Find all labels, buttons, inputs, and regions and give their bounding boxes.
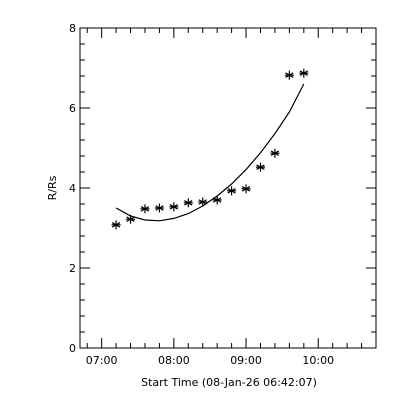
data-point	[270, 148, 280, 158]
x-tick-label: 09:00	[230, 354, 262, 367]
x-axis-label: Start Time (08-Jan-26 06:42:07)	[141, 376, 317, 389]
data-point	[284, 70, 294, 80]
data-point	[212, 195, 222, 205]
x-tick-label: 08:00	[158, 354, 190, 367]
ticks-layer	[80, 27, 377, 349]
points-layer	[111, 68, 309, 230]
data-point	[255, 162, 265, 172]
y-tick-label: 8	[69, 22, 76, 35]
y-tick-label: 4	[69, 182, 76, 195]
data-point	[227, 186, 237, 196]
x-tick-label: 07:00	[86, 354, 118, 367]
data-point	[198, 197, 208, 207]
data-point	[183, 198, 193, 208]
y-tick-label: 0	[69, 342, 76, 355]
data-point	[140, 204, 150, 214]
plot-frame	[79, 27, 377, 349]
y-tick-label: 6	[69, 102, 76, 115]
y-tick-label: 2	[69, 262, 76, 275]
y-axis-label: R/Rs	[46, 175, 59, 200]
data-point	[126, 214, 136, 224]
data-point	[169, 202, 179, 212]
fit-line	[115, 83, 305, 222]
data-point	[154, 203, 164, 213]
x-tick-label: 10:00	[302, 354, 334, 367]
data-point	[299, 68, 309, 78]
data-point	[111, 220, 121, 230]
data-point	[241, 184, 251, 194]
tick-labels-layer: 07:00 08:00 09:00 10:00 0 2 4 6 8	[69, 22, 334, 367]
